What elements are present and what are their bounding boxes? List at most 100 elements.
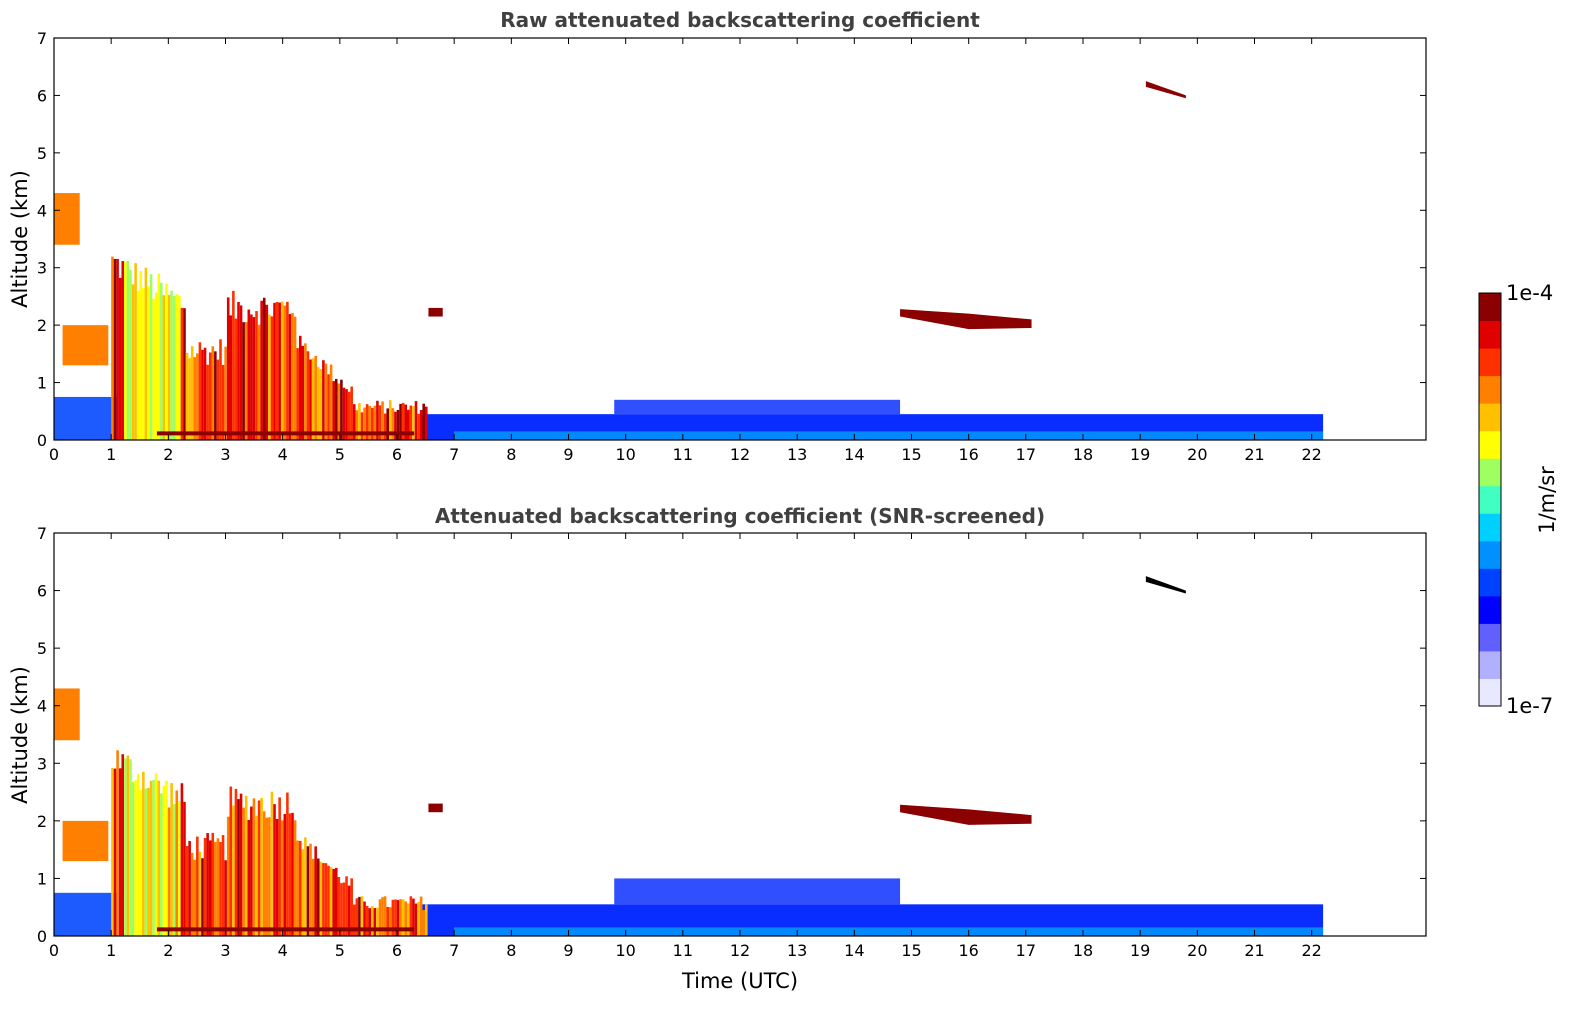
cloud-column <box>224 346 227 440</box>
x-tick-label: 2 <box>163 941 173 960</box>
cloud-column <box>275 819 279 936</box>
cloud-column <box>298 335 302 440</box>
boundary-layer-upper <box>614 399 901 415</box>
high-layer <box>1145 81 1186 99</box>
cloud-column <box>352 404 356 440</box>
x-tick-label: 16 <box>958 445 978 464</box>
cloud-column <box>319 369 323 440</box>
cloud-column <box>180 307 184 440</box>
x-tick-label: 1 <box>106 941 116 960</box>
early-layer <box>62 820 109 862</box>
cloud-column <box>316 858 320 936</box>
cloud-column <box>221 835 225 936</box>
panel1-x-ticks: 0 1 2 3 4 5 6 7 8 9 10 11 12 13 14 15 16 17 18 19 20 21 22 <box>49 38 1322 464</box>
cloud-column <box>237 301 240 440</box>
cloud-column <box>409 405 413 440</box>
cloud-column <box>221 364 225 440</box>
cloud-column <box>407 409 410 440</box>
y-tick-label: 6 <box>37 86 47 105</box>
cloud-column <box>260 798 263 936</box>
cloud-column <box>196 836 199 936</box>
cloud-column <box>332 381 335 440</box>
cloud-column <box>178 295 181 440</box>
cloud-column <box>278 797 281 936</box>
cloud-column <box>365 905 369 936</box>
cloud-column <box>373 908 377 936</box>
cloud-column <box>124 261 127 440</box>
cloud-column <box>273 804 276 936</box>
colorbar: 1e-4 1e-7 1/m/sr <box>1478 281 1559 718</box>
cloud-column <box>147 286 150 440</box>
x-tick-label: 12 <box>730 941 750 960</box>
cloud-column <box>149 274 153 440</box>
cloud-column <box>219 339 222 440</box>
colorbar-segment <box>1479 348 1501 377</box>
cloud-column <box>239 305 243 440</box>
cloud-column <box>250 314 253 440</box>
cloud-column <box>183 801 186 936</box>
cloud-column <box>283 813 287 936</box>
x-tick-label: 18 <box>1073 941 1093 960</box>
colorbar-segment <box>1479 403 1501 432</box>
cloud-column <box>244 322 248 440</box>
cloud-column <box>370 906 374 936</box>
colorbar-min-label: 1e-7 <box>1506 694 1553 718</box>
cloud-column <box>214 351 217 440</box>
x-tick-label: 13 <box>787 445 807 464</box>
cloud-column <box>257 324 261 440</box>
boundary-layer-upper <box>614 878 901 905</box>
cloud-column <box>268 817 271 936</box>
cloud-column <box>334 867 338 936</box>
cloud-column <box>211 346 215 440</box>
small-layer-blob <box>428 803 443 813</box>
colorbar-segment <box>1479 513 1501 542</box>
cloud-column <box>288 314 292 440</box>
x-tick-label: 13 <box>787 941 807 960</box>
y-tick-label: 3 <box>37 754 47 773</box>
cloud-column <box>347 391 351 440</box>
cloud-column <box>396 409 400 440</box>
cloud-column <box>324 863 328 936</box>
cloud-column <box>391 899 395 936</box>
x-tick-label: 20 <box>1187 445 1207 464</box>
cloud-column <box>329 867 333 936</box>
cloud-column <box>388 400 392 440</box>
cloud-column <box>358 403 361 440</box>
colorbar-segment <box>1479 375 1501 404</box>
cloud-column <box>126 261 130 440</box>
x-tick-label: 15 <box>901 941 921 960</box>
cloud-column <box>412 406 415 440</box>
cloud-column <box>255 311 258 440</box>
colorbar-max-label: 1e-4 <box>1506 281 1553 305</box>
cloud-column <box>425 904 428 936</box>
cloud-column <box>172 804 176 936</box>
cloud-column <box>265 304 269 440</box>
noise-band <box>54 38 1324 107</box>
cloud-column <box>211 832 215 936</box>
cloud-column <box>265 817 269 936</box>
cloud-column <box>322 863 325 936</box>
y-tick-label: 6 <box>37 582 47 601</box>
cloud-column <box>203 838 207 936</box>
cloud-column <box>360 896 364 936</box>
cloud-column <box>345 876 348 936</box>
y-tick-label: 7 <box>37 524 47 543</box>
cloud-column <box>229 786 233 936</box>
colorbar-segment <box>1479 568 1501 597</box>
cloud-column <box>118 277 122 440</box>
cloud-column <box>170 290 173 440</box>
cloud-column <box>419 410 423 440</box>
y-tick-label: 3 <box>37 259 47 278</box>
cloud-column <box>419 896 423 936</box>
cloud-column <box>198 851 202 936</box>
colorbar-segment <box>1479 595 1501 624</box>
cloud-column <box>239 793 243 936</box>
noise-band <box>54 106 1324 182</box>
cloud-column <box>298 840 302 936</box>
cloud-column <box>260 300 263 440</box>
cloud-column <box>296 348 299 440</box>
cloud-column <box>388 907 392 936</box>
colorbar-unit-label: 1/m/sr <box>1535 466 1559 534</box>
cloud-column <box>157 780 161 936</box>
cloud-column <box>185 352 189 440</box>
